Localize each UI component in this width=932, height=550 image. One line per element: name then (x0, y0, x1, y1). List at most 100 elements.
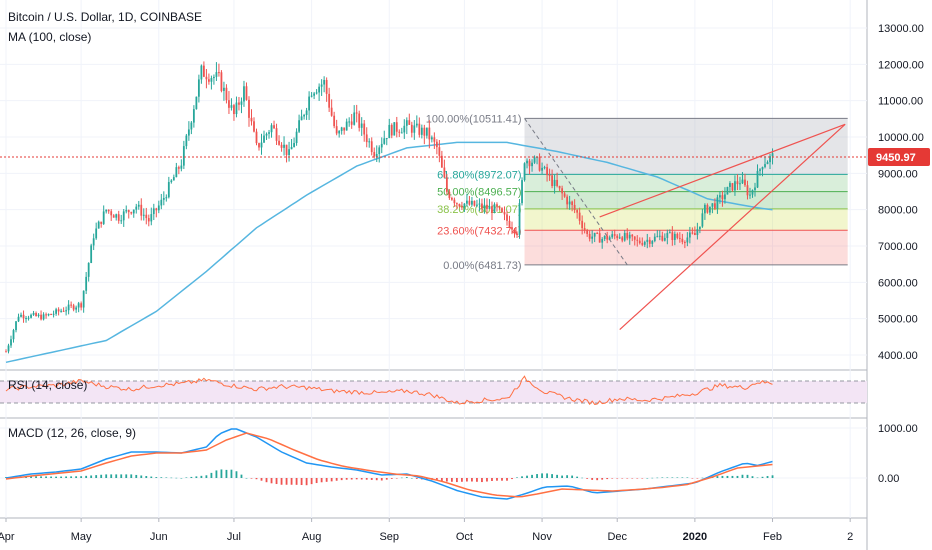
macd-histogram-bar (335, 478, 338, 481)
candle-body (298, 120, 300, 132)
candle-body (443, 167, 446, 178)
candle-body (122, 211, 125, 221)
candle-body (568, 201, 571, 205)
candle-body (771, 153, 774, 157)
candle-body (355, 112, 358, 114)
candle-body (533, 157, 536, 163)
candle-body (310, 95, 313, 97)
candle-body (493, 204, 496, 213)
macd-histogram-bar (390, 478, 393, 479)
macd-histogram-bar (320, 478, 323, 483)
candle-body (754, 187, 756, 191)
candle-body (383, 138, 386, 144)
candle-body (275, 128, 278, 141)
candle-body (706, 204, 709, 213)
candle-body (245, 86, 248, 100)
candle-body (77, 303, 80, 308)
macd-histogram-bar (260, 478, 263, 481)
candle-body (553, 179, 556, 186)
macd-histogram-bar (586, 478, 589, 479)
candle-body (50, 314, 52, 316)
macd-histogram-bar (701, 477, 704, 479)
candle-body (596, 232, 599, 234)
macd-histogram-bar (636, 478, 639, 479)
candle-body (516, 233, 518, 236)
candle-body (350, 121, 353, 125)
macd-legend[interactable]: MACD (12, 26, close, 9) (8, 426, 137, 440)
candle-body (20, 314, 22, 317)
candle-body (398, 131, 401, 133)
candle-body (190, 122, 193, 130)
macd-histogram-bar (536, 474, 538, 478)
macd-histogram-bar (491, 478, 493, 481)
candle-body (403, 125, 406, 133)
candle-body (380, 143, 383, 148)
candle-body (651, 241, 654, 244)
macd-histogram-bar (691, 478, 694, 479)
price-tick-label: 4000.00 (878, 350, 918, 362)
macd-histogram-bar (185, 477, 188, 478)
candle-body (127, 210, 130, 213)
candle-body (636, 239, 639, 241)
candle-body (458, 204, 461, 207)
candle-body (305, 110, 308, 116)
time-tick-label: 2 (847, 531, 853, 543)
candle-body (673, 233, 676, 240)
candle-body (213, 76, 215, 79)
candle-body (253, 121, 255, 132)
macd-histogram-bar (681, 477, 684, 478)
ma-legend[interactable]: MA (100, close) (8, 30, 92, 44)
candle-body (488, 206, 491, 209)
candle-body (561, 188, 564, 194)
candle-body (724, 194, 726, 200)
candle-body (448, 191, 451, 198)
rsi-band (0, 381, 867, 403)
candle-body (47, 314, 50, 316)
macd-histogram-bar (220, 469, 223, 478)
macd-histogram-bar (466, 478, 468, 482)
macd-histogram-bar (766, 476, 769, 478)
macd-histogram-bar (210, 472, 213, 478)
candle-body (15, 321, 17, 331)
candle-body (165, 197, 168, 199)
candle-body (378, 147, 381, 155)
candle-body (756, 170, 759, 188)
candle-body (290, 147, 293, 150)
candle-body (225, 87, 228, 101)
trendline-drawings[interactable] (599, 123, 846, 331)
candle-body (243, 86, 245, 102)
time-tick-label: Dec (607, 531, 627, 543)
macd-histogram-bar (501, 478, 503, 481)
candle-body (130, 212, 133, 214)
symbol-title[interactable]: Bitcoin / U.S. Dollar, 1D, COINBASE (8, 10, 203, 24)
candle-body (428, 127, 431, 140)
candle-body (671, 232, 674, 240)
candle-body (260, 142, 263, 148)
macd-histogram-bar (721, 475, 724, 478)
candle-body (323, 79, 326, 85)
candle-body (571, 201, 574, 205)
macd-histogram-bar (55, 476, 57, 478)
candle-body (473, 200, 476, 206)
candle-body (736, 181, 739, 185)
candle-body (210, 78, 213, 82)
macd-histogram-bar (300, 478, 303, 486)
candle-body (170, 180, 173, 183)
candle-body (157, 205, 160, 211)
candle-body (521, 180, 523, 204)
macd-histogram-bar (80, 476, 83, 478)
fib-zone (524, 118, 848, 175)
candle-body (345, 121, 348, 131)
rsi-legend[interactable]: RSI (14, close) (8, 378, 88, 392)
macd-histogram-bar (165, 477, 168, 478)
candle-body (641, 243, 644, 245)
axes: 13000.00 12000.00 11000.00 10000.00 9000.00 8… (0, 23, 930, 543)
candle-body (358, 113, 361, 128)
rsi-pane (0, 375, 867, 406)
macd-histogram-bar (65, 476, 68, 478)
candle-body (591, 236, 594, 239)
macd-histogram-bar (731, 475, 734, 478)
candle-body (668, 232, 671, 234)
candle-body (60, 310, 63, 312)
candle-body (278, 140, 280, 145)
